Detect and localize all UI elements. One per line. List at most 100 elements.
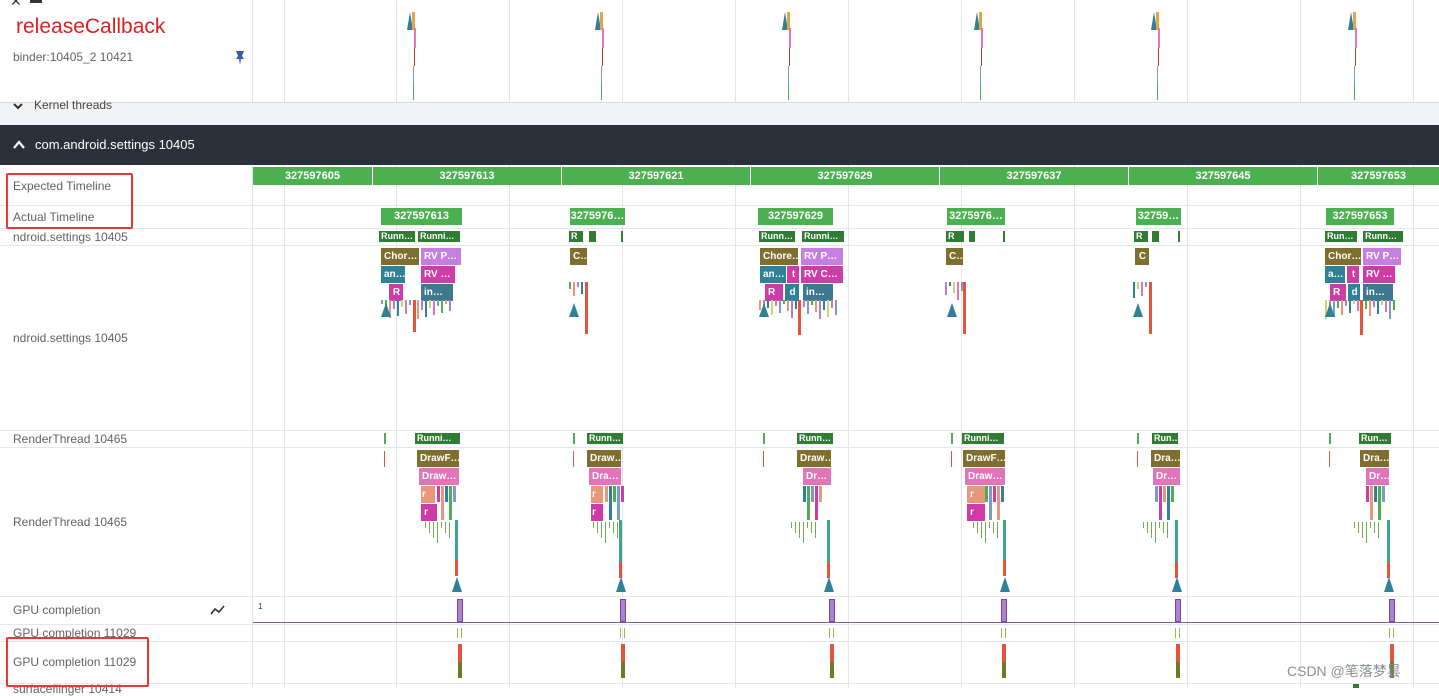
binder-slice[interactable]: [789, 48, 790, 66]
main-thread-subslice[interactable]: [787, 300, 789, 311]
main-thread-subslice[interactable]: [1349, 300, 1351, 313]
main-thread-subslice[interactable]: [401, 300, 403, 307]
binder-slice[interactable]: [1353, 12, 1356, 30]
minimize-icon[interactable]: [30, 0, 42, 3]
render-long-slice[interactable]: [1003, 520, 1006, 560]
main-thread-subslice[interactable]: [1133, 282, 1135, 298]
binder-slice[interactable]: [602, 48, 603, 66]
render-deep-subslice[interactable]: [433, 522, 434, 538]
render-subslice[interactable]: [449, 486, 452, 520]
binder-slice[interactable]: [1157, 84, 1158, 100]
binder-slice[interactable]: [1151, 12, 1157, 30]
actual-frame[interactable]: 327597629: [758, 208, 833, 225]
actual-frame[interactable]: 327597613: [381, 208, 462, 225]
main-state-chip[interactable]: Runni…: [418, 231, 460, 242]
render-long-slice[interactable]: [827, 520, 830, 562]
render-state-chip[interactable]: Runn…: [797, 433, 833, 444]
render-state-chip[interactable]: Runn…: [587, 433, 623, 444]
main-thread-subslice[interactable]: [1337, 300, 1339, 308]
main-thread-long-slice[interactable]: [963, 282, 966, 334]
main-thread-subslice[interactable]: [815, 300, 817, 312]
main-thread-subslice[interactable]: [445, 300, 447, 304]
render-deep-subslice[interactable]: [1143, 522, 1144, 528]
expected-frame[interactable]: 327597629: [751, 167, 939, 185]
main-thread-slice[interactable]: Chor…: [1325, 248, 1361, 265]
main-state-chip[interactable]: [969, 231, 975, 242]
main-thread-subslice[interactable]: [831, 300, 833, 308]
binder-slice[interactable]: [788, 66, 789, 84]
main-thread-slice[interactable]: an…: [760, 266, 786, 283]
render-deep-subslice[interactable]: [437, 522, 438, 543]
render-thread-slice[interactable]: Draw…: [797, 450, 831, 467]
render-subslice[interactable]: [1171, 486, 1174, 502]
main-thread-subslice[interactable]: [1393, 300, 1395, 310]
main-thread-subslice[interactable]: [441, 300, 443, 313]
binder-slice[interactable]: [981, 48, 982, 66]
render-subslice[interactable]: [807, 486, 810, 520]
render-long-slice[interactable]: [1387, 520, 1390, 562]
main-thread-slice[interactable]: d: [785, 284, 799, 301]
render-subslice[interactable]: [613, 486, 616, 502]
main-thread-subslice[interactable]: [1365, 300, 1367, 309]
render-state-chip[interactable]: Runni…: [962, 433, 1004, 444]
render-deep-subslice[interactable]: [425, 522, 426, 528]
binder-slice[interactable]: [979, 12, 982, 30]
render-deep-subslice[interactable]: [597, 522, 598, 533]
main-thread-subslice[interactable]: [771, 300, 773, 315]
render-subslice[interactable]: [815, 486, 818, 520]
render-thread-slice[interactable]: Dr…: [1153, 468, 1180, 485]
render-long-slice[interactable]: [1175, 562, 1178, 578]
render-subslice[interactable]: [609, 486, 612, 520]
main-thread-subslice[interactable]: [417, 300, 419, 319]
render-deep-subslice[interactable]: [1366, 522, 1367, 543]
render-thread-slice[interactable]: Dra…: [589, 468, 621, 485]
main-state-chip[interactable]: Runn…: [759, 231, 795, 242]
render-subslice[interactable]: [617, 486, 620, 520]
render-thread-slice[interactable]: Draw…: [965, 468, 1005, 485]
main-thread-subslice[interactable]: [807, 300, 809, 314]
render-long-slice[interactable]: [455, 560, 458, 576]
render-state-chip[interactable]: [1137, 433, 1139, 444]
main-thread-subslice[interactable]: [449, 300, 451, 311]
main-state-chip[interactable]: Runn…: [1363, 231, 1403, 242]
gpu-completion-slice[interactable]: [1002, 662, 1006, 678]
binder-slice[interactable]: [1157, 66, 1158, 84]
render-deep-subslice[interactable]: [811, 522, 812, 533]
main-thread-subslice[interactable]: [573, 282, 575, 296]
render-thread-slice[interactable]: r: [421, 504, 437, 521]
render-deep-subslice[interactable]: [617, 522, 618, 538]
actual-frame[interactable]: 327597653: [1326, 208, 1394, 225]
render-deep-subslice[interactable]: [1370, 522, 1371, 528]
main-thread-subslice[interactable]: [569, 282, 571, 289]
render-thread-slice[interactable]: DrawF…: [417, 450, 459, 467]
main-thread-slice[interactable]: C…: [570, 248, 587, 265]
main-thread-slice[interactable]: d: [1348, 284, 1360, 301]
render-subslice[interactable]: [803, 486, 806, 502]
render-thread-slice[interactable]: r: [967, 504, 985, 521]
main-thread-subslice[interactable]: [433, 300, 435, 315]
render-deep-subslice[interactable]: [977, 522, 978, 533]
main-thread-subslice[interactable]: [393, 300, 395, 309]
render-subslice[interactable]: [1001, 486, 1004, 502]
render-deep-subslice[interactable]: [1155, 522, 1156, 543]
render-deep-subslice[interactable]: [1159, 522, 1160, 528]
render-subslice[interactable]: [1370, 486, 1373, 520]
main-thread-subslice[interactable]: [819, 300, 821, 319]
render-deep-subslice[interactable]: [445, 522, 446, 533]
render-subslice[interactable]: [985, 486, 988, 502]
main-thread-subslice[interactable]: [425, 300, 427, 317]
main-thread-subslice[interactable]: [779, 300, 781, 313]
gpu-completion-slice[interactable]: [1176, 644, 1180, 662]
main-thread-subslice[interactable]: [1145, 282, 1147, 287]
render-deep-subslice[interactable]: [1167, 522, 1168, 538]
main-thread-slice[interactable]: RV P…: [1363, 248, 1401, 265]
render-thread-slice[interactable]: Draw…: [587, 450, 621, 467]
main-thread-slice[interactable]: RV P…: [801, 248, 843, 265]
render-state-chip[interactable]: [763, 433, 765, 444]
main-thread-subslice[interactable]: [581, 282, 583, 294]
binder-slice[interactable]: [602, 28, 604, 48]
render-subslice[interactable]: [997, 486, 1000, 520]
render-deep-subslice[interactable]: [997, 522, 998, 538]
render-subslice[interactable]: [811, 486, 814, 502]
render-subslice[interactable]: [993, 486, 996, 502]
